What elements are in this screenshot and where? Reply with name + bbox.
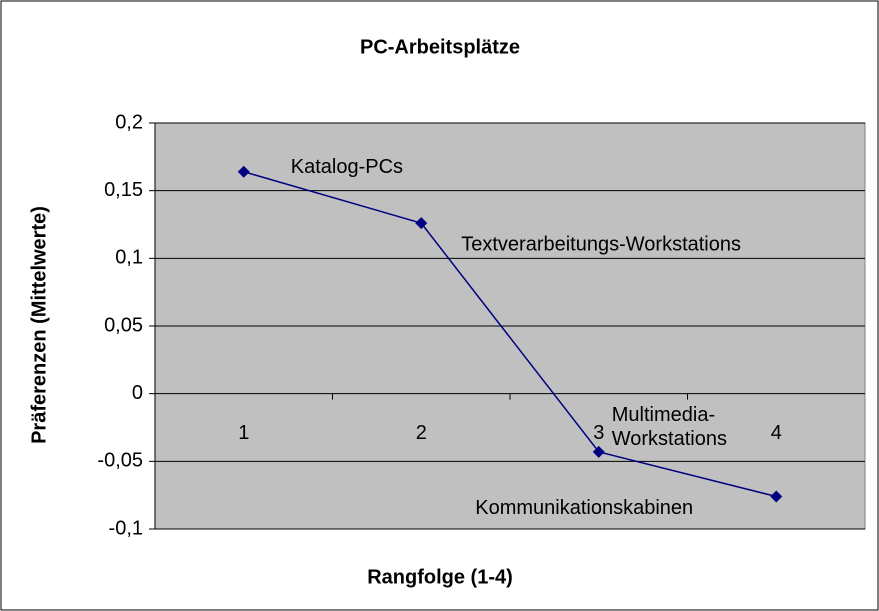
y-tick-label: -0,1 — [109, 517, 143, 539]
y-tick-label: 0,1 — [115, 247, 143, 269]
x-tick-label: 3 — [593, 422, 604, 444]
x-tick-label: 4 — [771, 422, 782, 444]
marker — [415, 217, 428, 230]
marker — [770, 490, 783, 503]
marker — [237, 165, 250, 178]
y-tick-label: 0,05 — [104, 314, 143, 336]
y-tick-label: 0,2 — [115, 111, 143, 133]
x-tick-label: 2 — [416, 422, 427, 444]
y-tick-label: 0 — [132, 382, 143, 404]
point-label: Multimedia- — [612, 404, 715, 426]
line — [243, 170, 777, 498]
y-axis-label: Präferenzen (Mittelwerte) — [28, 206, 50, 444]
x-tick-label: 1 — [238, 422, 249, 444]
y-tick-label: -0,05 — [97, 450, 143, 472]
y-tick-label: 0,15 — [104, 179, 143, 201]
point-label: Workstations — [612, 428, 727, 450]
chart-title: PC-Arbeitsplätze — [360, 36, 520, 58]
x-axis-label: Rangfolge (1-4) — [367, 566, 513, 588]
point-label: Kommunikationskabinen — [475, 497, 693, 519]
point-label: Katalog-PCs — [291, 156, 403, 178]
point-label: Textverarbeitungs-Workstations — [461, 233, 741, 255]
marker — [592, 445, 605, 458]
